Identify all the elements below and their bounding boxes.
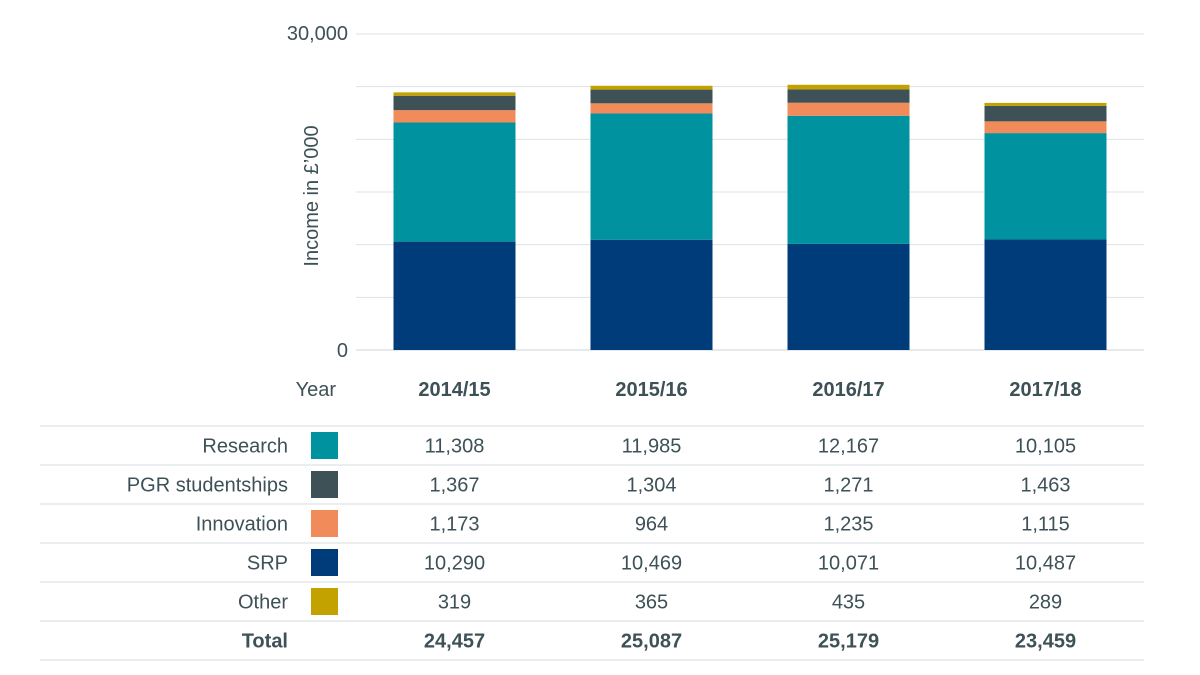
bar-segment: [787, 89, 910, 103]
table-cell: 1,173: [429, 514, 479, 536]
bar-segment: [787, 243, 910, 350]
table-cell: 964: [635, 514, 668, 536]
table-cell: 435: [832, 592, 865, 614]
x-tick-label: 2014/15: [418, 379, 490, 401]
table-cell: 12,167: [818, 436, 879, 458]
bar-segment: [590, 85, 713, 90]
legend-swatch: [311, 549, 338, 576]
table-cell: 1,271: [823, 475, 873, 497]
legend-swatch: [311, 588, 338, 615]
x-tick-label: 2016/17: [812, 379, 884, 401]
bar-segment: [984, 102, 1107, 106]
data-table: Research 11,308 11,985 12,167 10,105 PGR stud…: [40, 425, 1144, 661]
y-tick-label-max: 30,000: [287, 23, 348, 45]
bar-segment: [787, 115, 910, 244]
table-total-cell: 25,087: [621, 631, 682, 653]
y-axis-title: Income in £’000: [301, 125, 323, 266]
table-cell: 1,304: [626, 475, 676, 497]
bar-segment: [393, 122, 516, 242]
table-cell: 10,290: [424, 553, 485, 575]
table-cell: 11,985: [622, 436, 682, 458]
table-cell: 319: [438, 592, 471, 614]
table-cell: 10,487: [1015, 553, 1076, 575]
table-row-label: Research: [202, 436, 288, 458]
bar-segment: [590, 113, 713, 240]
bar-segment: [393, 241, 516, 350]
table-cell: 10,071: [818, 553, 879, 575]
bar-segment: [590, 89, 713, 104]
table-year-header: Year: [296, 379, 337, 401]
bar-segment: [393, 92, 516, 96]
bar-segment: [787, 102, 910, 116]
bar-segment: [984, 239, 1107, 350]
x-tick-label: 2015/16: [615, 379, 687, 401]
bars: [393, 84, 1107, 350]
table-cell: 10,105: [1015, 436, 1076, 458]
bar-segment: [984, 121, 1107, 134]
legend-swatch: [311, 471, 338, 498]
table-cell: 10,469: [621, 553, 682, 575]
legend-swatch: [311, 432, 338, 459]
table-row-label: Other: [238, 592, 288, 614]
bar-segment: [984, 133, 1107, 240]
table-row-label: Innovation: [196, 514, 288, 536]
table-total-cell: 23,459: [1015, 631, 1076, 653]
bar-segment: [984, 105, 1107, 122]
table-cell: 11,308: [425, 436, 485, 458]
x-tick-label: 2017/18: [1009, 379, 1081, 401]
table-total-cell: 25,179: [818, 631, 879, 653]
bar-segment: [393, 95, 516, 111]
table-row-label: SRP: [247, 553, 288, 575]
table-cell: 1,367: [429, 475, 479, 497]
table-row-label: PGR studentships: [127, 475, 288, 497]
bar-segment: [590, 239, 713, 350]
table-cell: 365: [635, 592, 668, 614]
table-cell: 289: [1029, 592, 1062, 614]
bar-segment: [393, 110, 516, 123]
x-tick-labels: 2014/15 2015/16 2016/17 2017/18: [418, 379, 1081, 401]
table-cell: 1,235: [823, 514, 873, 536]
bar-segment: [590, 103, 713, 114]
axes: 30,000 0 Income in £’000 Year: [287, 23, 348, 401]
table-total-cell: 24,457: [424, 631, 485, 653]
legend-swatch: [311, 510, 338, 537]
y-tick-label-min: 0: [337, 340, 348, 362]
table-cell: 1,115: [1021, 514, 1070, 536]
bar-segment: [787, 84, 910, 90]
table-row-label-total: Total: [242, 631, 288, 653]
table-cell: 1,463: [1020, 475, 1070, 497]
